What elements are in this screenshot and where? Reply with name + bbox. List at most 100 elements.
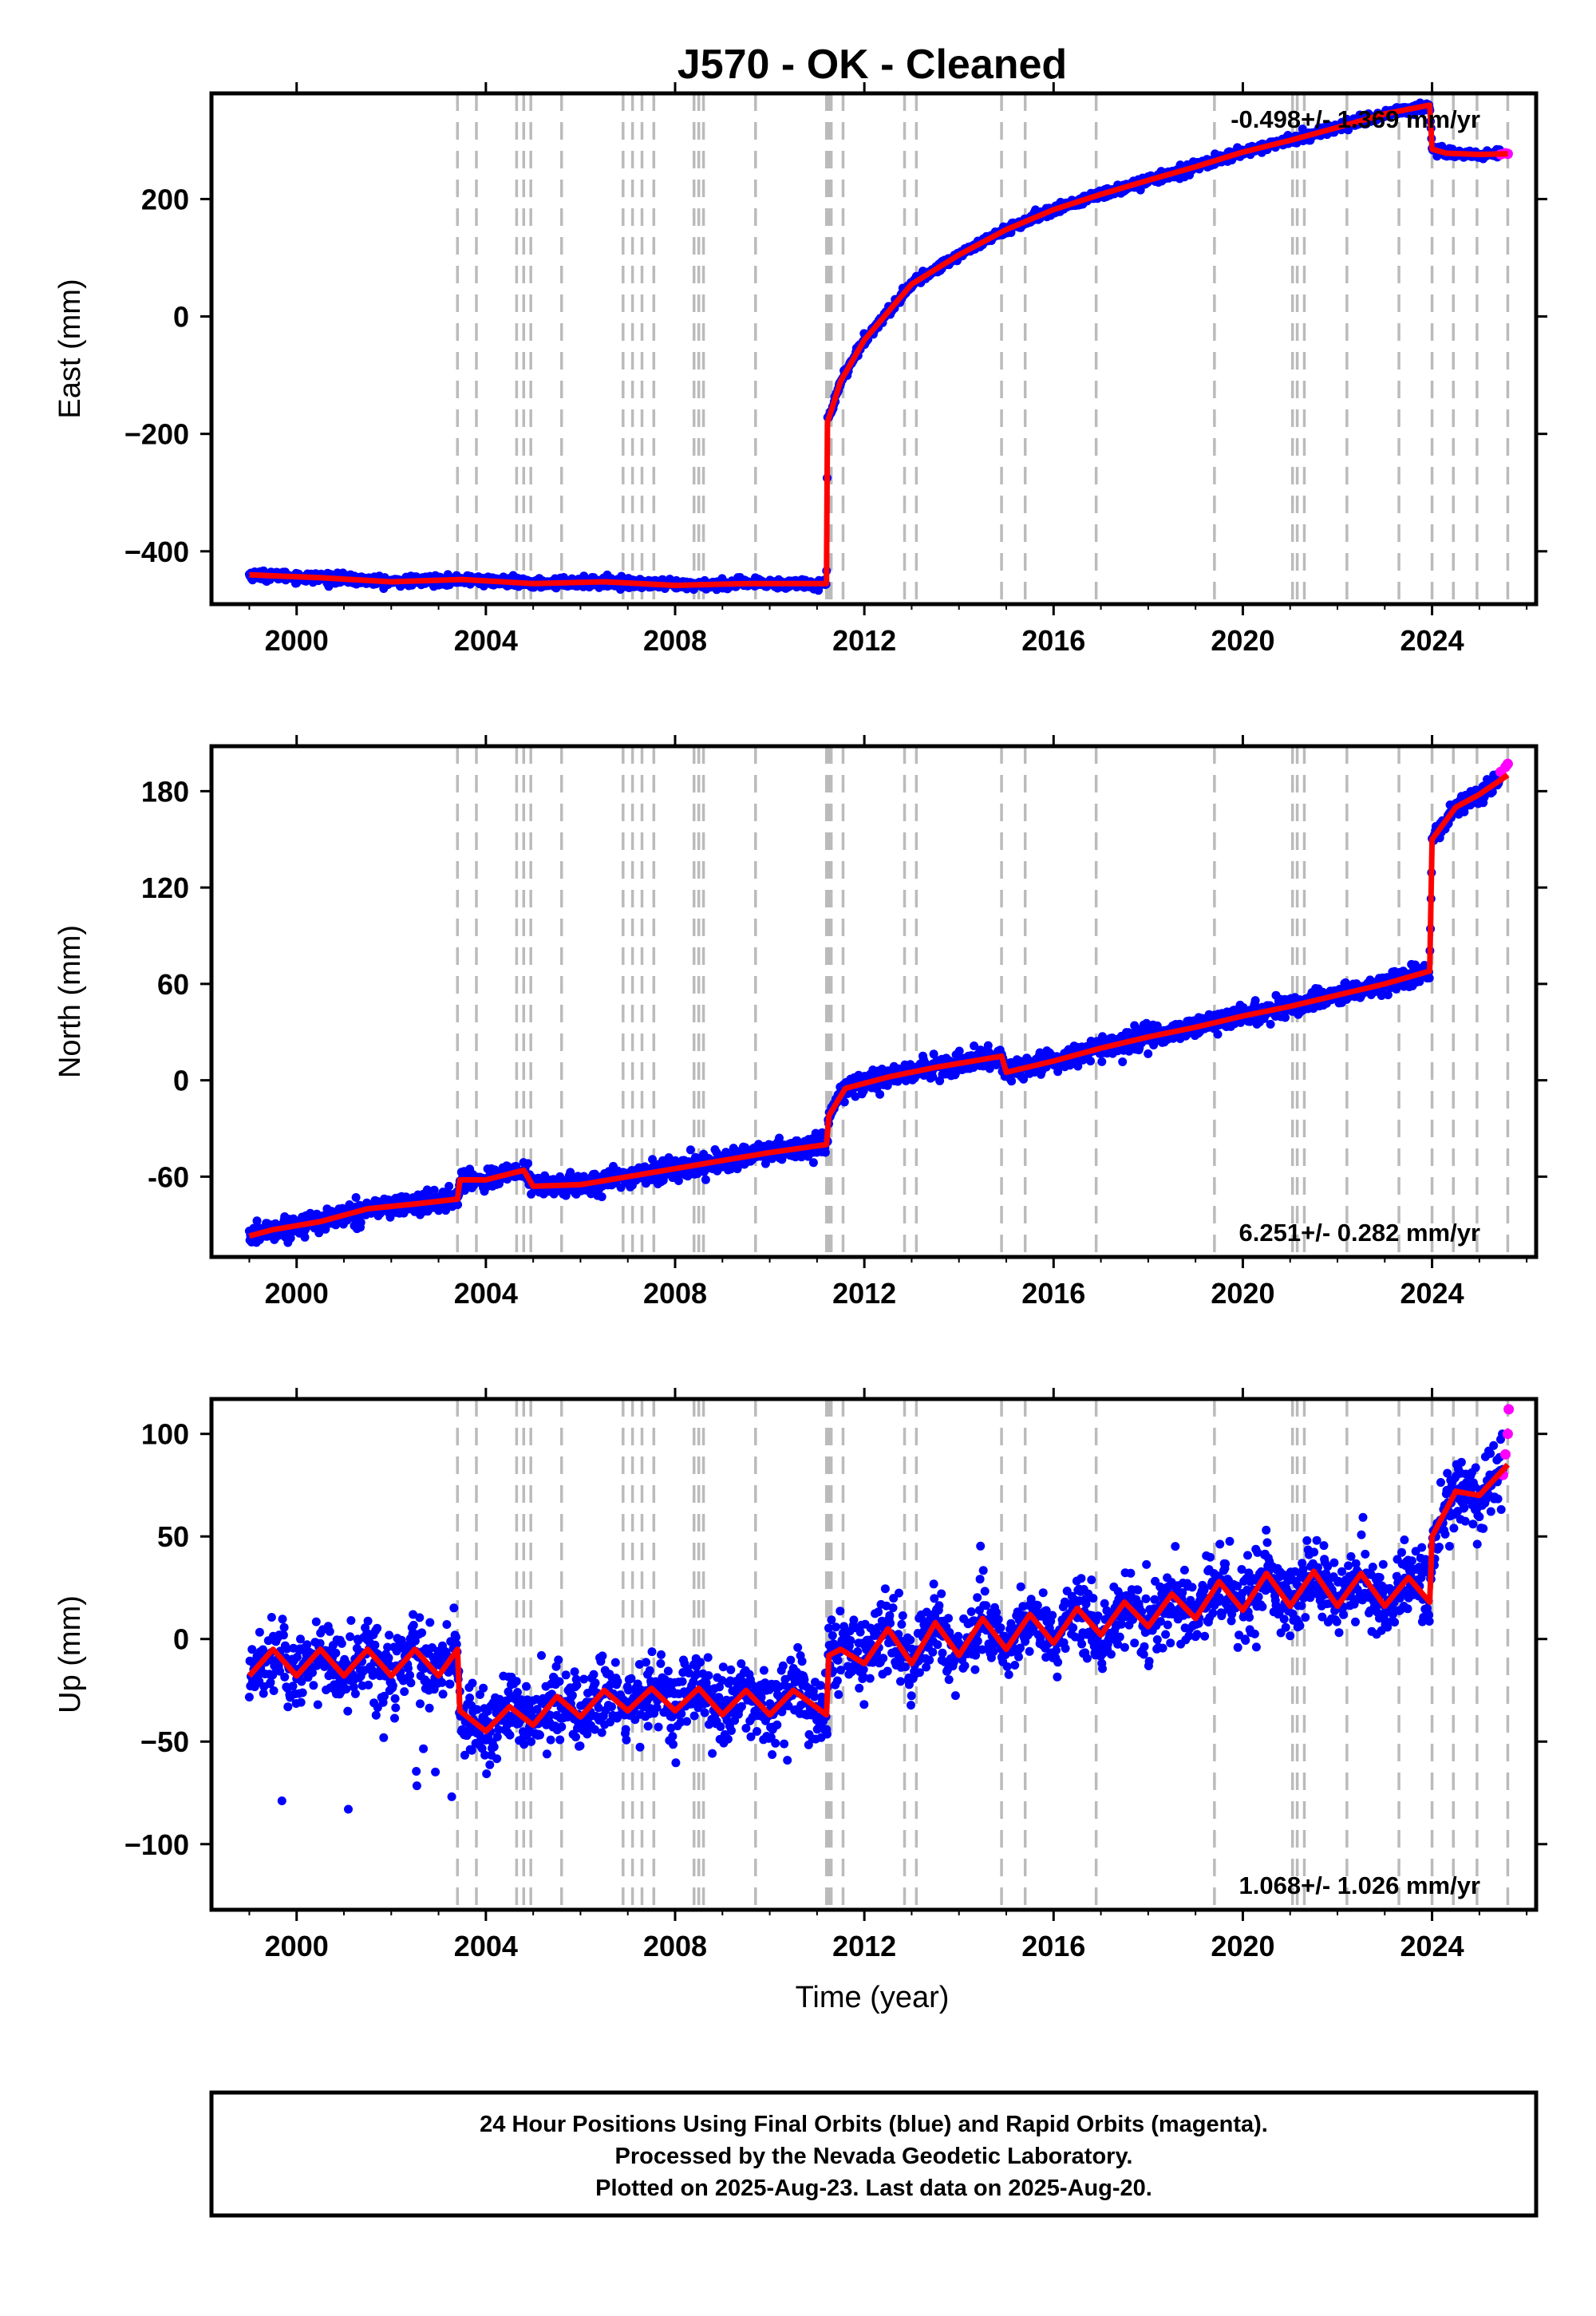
rapid-orbit-points xyxy=(1495,758,1513,777)
data-point xyxy=(1144,1049,1153,1058)
data-point xyxy=(664,1153,674,1162)
x-tick-label: 2008 xyxy=(643,1277,707,1310)
model-line xyxy=(249,102,1508,588)
x-tick-label: 2024 xyxy=(1400,1277,1464,1310)
data-point xyxy=(298,1688,307,1697)
data-point xyxy=(255,1627,264,1637)
data-point xyxy=(279,1622,289,1632)
data-point xyxy=(1118,1057,1128,1066)
data-point xyxy=(275,1666,285,1676)
x-tick-label: 2016 xyxy=(1021,624,1085,657)
data-point xyxy=(244,1693,254,1701)
data-point xyxy=(267,1613,276,1622)
data-point xyxy=(970,1041,979,1050)
data-point xyxy=(674,1176,683,1185)
data-point xyxy=(292,1652,302,1662)
data-point xyxy=(1073,1061,1083,1071)
y-axis-label: East (mm) xyxy=(53,279,87,418)
rate-label: -0.498+/- 1.369 mm/yr xyxy=(1231,105,1480,133)
x-tick-label: 2000 xyxy=(265,624,329,657)
data-point xyxy=(297,1677,306,1686)
data-point xyxy=(875,1089,885,1099)
data-point xyxy=(1019,1074,1029,1084)
data-point xyxy=(296,1697,306,1707)
x-tick-label: 2020 xyxy=(1211,1277,1274,1310)
panel-up: 2000 2004 2008 2012 2016 2020 2024−100−5005010… xyxy=(53,1388,1547,1962)
data-point xyxy=(280,1672,290,1682)
y-axis-label: North (mm) xyxy=(53,925,87,1078)
data-point xyxy=(278,1614,287,1624)
model-line xyxy=(248,773,1510,1239)
final-orbit-points xyxy=(244,1429,1507,1814)
final-orbit-points xyxy=(244,770,1505,1247)
data-point xyxy=(1152,1021,1162,1030)
data-point xyxy=(701,1175,710,1184)
data-point xyxy=(283,1702,293,1712)
data-point xyxy=(1142,1018,1152,1028)
data-point xyxy=(954,1046,964,1056)
data-point xyxy=(616,1183,626,1192)
data-point xyxy=(839,1097,849,1107)
data-point xyxy=(296,1634,305,1644)
x-tick-label: 2016 xyxy=(1021,1277,1085,1310)
data-point xyxy=(315,1638,325,1648)
data-point xyxy=(311,1617,321,1626)
x-tick-label: 2012 xyxy=(832,624,896,657)
equipment-change-lines xyxy=(456,93,1510,604)
data-point xyxy=(1007,1077,1017,1086)
data-point xyxy=(1266,1019,1275,1029)
data-point xyxy=(259,1689,268,1698)
data-point xyxy=(1086,1057,1095,1065)
rapid-data-point xyxy=(1502,758,1513,769)
y-tick-label: 0 xyxy=(173,1065,189,1097)
data-point xyxy=(1281,1013,1290,1022)
x-tick-label: 2020 xyxy=(1211,624,1274,657)
data-point xyxy=(523,1159,532,1168)
data-point xyxy=(1213,1030,1223,1039)
y-tick-label: 0 xyxy=(173,301,189,334)
data-point xyxy=(429,1185,439,1195)
data-point xyxy=(808,1158,818,1168)
x-tick-label: 2004 xyxy=(454,624,518,657)
panel-north: 2000 2004 2008 2012 2016 2020 2024-60060120180… xyxy=(53,735,1547,1310)
data-point xyxy=(685,1145,695,1155)
data-point xyxy=(277,1796,286,1805)
data-point xyxy=(279,1630,288,1640)
data-point xyxy=(269,1686,279,1695)
panel-east: 2000 2004 2008 2012 2016 2020 2024−400−2000200… xyxy=(53,82,1547,657)
data-point xyxy=(422,1185,432,1195)
data-point xyxy=(1415,977,1424,986)
data-point xyxy=(983,1041,993,1050)
data-point xyxy=(356,1218,365,1227)
data-point xyxy=(1130,1021,1140,1030)
x-tick-label: 2000 xyxy=(265,1277,329,1310)
data-point xyxy=(820,1148,830,1157)
data-point xyxy=(247,1645,257,1654)
data-point xyxy=(282,1644,291,1654)
y-tick-label: 120 xyxy=(141,871,189,904)
data-point xyxy=(444,1181,454,1191)
x-tick-label: 2008 xyxy=(643,624,707,657)
final-orbit-points xyxy=(244,98,1505,595)
data-point xyxy=(300,1232,310,1242)
data-point xyxy=(288,1682,298,1691)
y-tick-label: −200 xyxy=(124,418,189,451)
data-point xyxy=(817,1128,827,1137)
x-tick-label: 2012 xyxy=(832,1277,896,1310)
y-tick-label: −400 xyxy=(124,536,189,568)
panel-frame xyxy=(209,744,1539,1259)
data-point xyxy=(351,1193,361,1202)
rate-label: 6.251+/- 0.282 mm/yr xyxy=(1239,1219,1480,1247)
y-tick-label: 60 xyxy=(157,968,189,1001)
y-tick-label: 180 xyxy=(141,775,189,808)
y-tick-label: -60 xyxy=(148,1160,189,1193)
data-point xyxy=(1383,990,1393,1000)
data-point xyxy=(309,1681,318,1690)
data-point xyxy=(453,1200,463,1209)
panel-frame xyxy=(209,91,1539,607)
equipment-change-lines xyxy=(456,1399,1510,1910)
data-point xyxy=(1250,996,1260,1006)
plot-panels: 2000 2004 2008 2012 2016 2020 2024 −400 −200 0 200… xyxy=(53,82,1547,1962)
chart-title: J570 - OK - Cleaned xyxy=(678,41,1067,88)
